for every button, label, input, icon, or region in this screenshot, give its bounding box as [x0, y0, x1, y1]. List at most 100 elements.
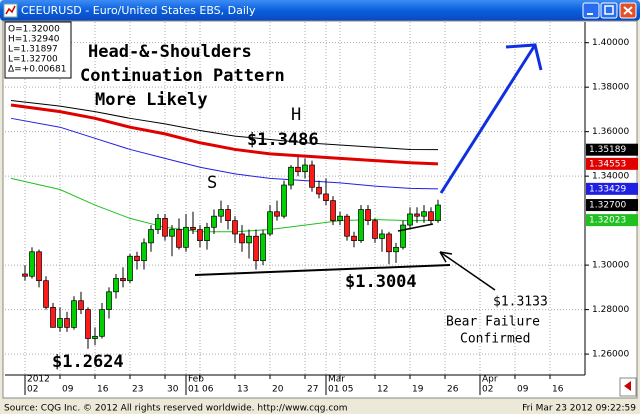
candle-body: [113, 278, 119, 293]
candle-body: [358, 209, 364, 242]
candle-body: [127, 255, 133, 282]
close-icon: [623, 6, 633, 15]
candle-body: [309, 164, 315, 188]
x-tick-label: 12: [377, 385, 388, 395]
info-open: O=1.32000: [8, 25, 60, 35]
candle-body: [288, 166, 294, 186]
candle-body: [281, 184, 287, 217]
x-tick-label: 16: [552, 385, 564, 395]
candle-body: [71, 300, 77, 328]
status-bar: [0, 400, 640, 414]
info-high: H=1.32940: [8, 35, 60, 45]
candle-body: [225, 209, 231, 221]
plot: 1.26000 1.28000 1.30000 1.34000 1.36000 1.380…: [5, 22, 638, 395]
candle-body: [351, 235, 357, 242]
arrow: [439, 251, 496, 291]
x-tick-label: 20: [272, 385, 284, 395]
y-tick-label: 1.30000: [592, 261, 629, 271]
x-tick-label: 19: [412, 385, 424, 395]
y-tick-label: 1.40000: [592, 38, 629, 48]
price-marker-label: 1.33429: [589, 184, 626, 194]
candle-body: [36, 251, 42, 282]
annotation: Confirmed: [460, 332, 530, 347]
annotation: $1.3486: [247, 130, 319, 150]
projection-arrow-head: [505, 43, 543, 71]
price-marker-label: 1.32700: [589, 201, 626, 211]
annotations: Head-&-Shoulders Continuation Pattern Mo…: [52, 42, 548, 372]
candle-body: [141, 242, 147, 262]
x-tick-label: 23: [132, 385, 143, 395]
maximize-icon: [604, 5, 614, 15]
annotation: H: [291, 105, 301, 125]
info-low: L=1.31897: [8, 45, 58, 55]
candle-body: [407, 213, 413, 226]
info-last: L=1.32700: [8, 55, 58, 65]
candle-body: [78, 300, 84, 310]
candle-body: [148, 229, 154, 244]
candle-body: [155, 218, 161, 230]
candle-body: [57, 318, 63, 328]
candle-body: [43, 280, 49, 308]
candle-body: [29, 251, 35, 277]
candle-body: [204, 226, 210, 242]
footer-time: Fri Mar 23 2012 09:22:59: [522, 404, 636, 414]
candle-body: [239, 233, 245, 244]
candle-body: [393, 246, 399, 253]
y-tick-label: 1.34000: [592, 172, 629, 182]
app-icon-mark: [5, 5, 16, 15]
candle-body: [92, 335, 98, 339]
price-marker-label: 1.34553: [589, 159, 626, 169]
price-marker: [586, 214, 638, 227]
candle-body: [435, 204, 441, 221]
price-marker: [586, 143, 638, 156]
candle-body: [106, 291, 112, 310]
price-marker-label: 1.32023: [589, 216, 626, 226]
month-label: 2012: [27, 375, 50, 385]
x-tick-label: 30: [167, 385, 179, 395]
x-tick-label: 16: [97, 385, 109, 395]
annotation: Bear Failure: [446, 315, 540, 330]
moving-average: [10, 103, 439, 166]
annotation: More Likely: [95, 90, 208, 110]
candle-body: [197, 229, 203, 242]
candle-body: [176, 229, 182, 248]
candle-body: [421, 211, 427, 217]
y-tick-label: 1.36000: [592, 127, 629, 137]
moving-average: [10, 100, 439, 151]
candle-body: [337, 215, 343, 221]
candle-body: [99, 309, 105, 337]
y-tick-label: 1.38000: [592, 83, 629, 93]
candle-body: [183, 226, 189, 248]
info-box: [4, 21, 72, 79]
y-tick-label: 1.26000: [592, 350, 629, 360]
candle-body: [120, 278, 126, 282]
price-marker: [586, 182, 638, 195]
minimize-button[interactable]: [582, 2, 600, 19]
month-label: Apr: [482, 375, 498, 385]
candle-body: [372, 220, 378, 239]
x-tick-label: 02: [27, 385, 38, 395]
candle-body: [85, 309, 91, 339]
y-tick-label: 1.28000: [592, 305, 629, 315]
failure-line: [397, 223, 434, 232]
candle-body: [316, 186, 322, 195]
annotation: Head-&-Shoulders: [88, 42, 252, 62]
x-tick-label: 01: [188, 385, 199, 395]
candle-body: [211, 215, 217, 228]
candle-body: [218, 209, 224, 217]
x-tick-label: 09: [62, 385, 74, 395]
arrow-head: [439, 251, 453, 263]
annotation: Continuation Pattern: [80, 66, 285, 86]
window-title: CEEURUSD - Euro/United States EBS, Daily: [21, 4, 256, 17]
candle-body: [253, 235, 259, 262]
annotation: $1.3004: [345, 272, 417, 292]
info-change: Δ=+0.00681: [8, 65, 66, 75]
month-label: Feb: [188, 375, 204, 385]
candle-body: [323, 193, 329, 201]
candle-body: [302, 164, 308, 173]
candle-body: [246, 235, 252, 244]
annotation: S: [207, 173, 217, 193]
x-tick-label: 27: [307, 385, 318, 395]
x-tick-label: 01: [328, 385, 339, 395]
candle-body: [169, 229, 175, 237]
